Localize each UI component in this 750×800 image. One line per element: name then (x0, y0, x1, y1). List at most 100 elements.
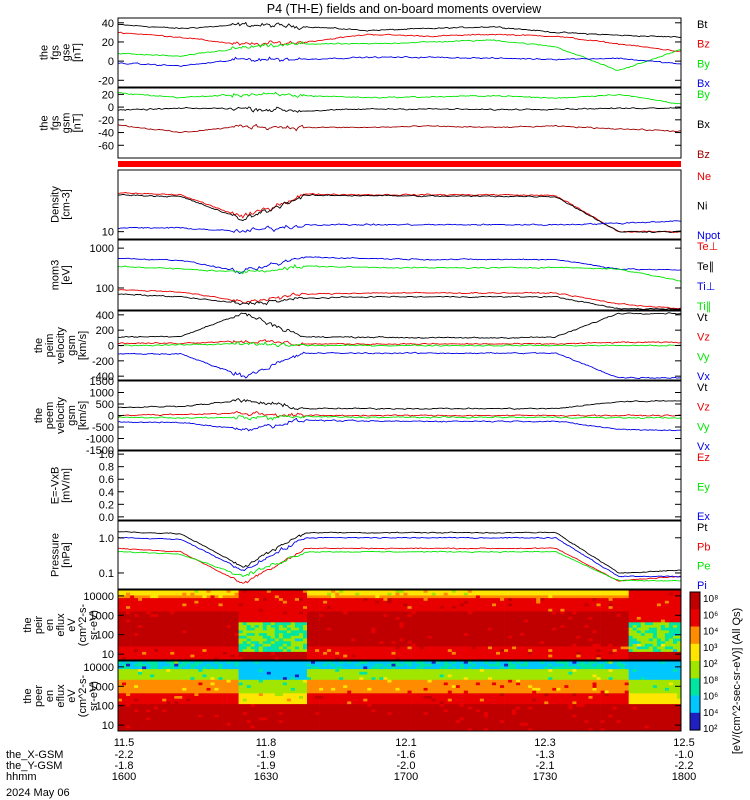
spectrogram-cell (238, 669, 243, 673)
spectrogram-cell (592, 625, 597, 629)
spectrogram-cell (254, 728, 260, 732)
spectrogram-cell (274, 687, 280, 691)
spectrogram-cell (246, 622, 252, 626)
spectrogram-cell (190, 654, 195, 658)
spectrogram-cell (572, 598, 577, 602)
spectrogram-cell (564, 657, 569, 661)
spectrogram-cell (375, 641, 380, 645)
spectrogram-cell (471, 625, 477, 629)
spectrogram-cell (572, 625, 577, 629)
spectrogram-cell (234, 638, 239, 642)
spectrogram-cell (206, 622, 211, 626)
spectrogram-cell (270, 654, 276, 658)
spectrogram-cell (315, 638, 320, 642)
spectrogram-cell (576, 603, 581, 607)
spectrogram-cell (290, 663, 296, 667)
spectrogram-cell (226, 679, 231, 683)
spectrogram-cell (226, 595, 231, 599)
spectrogram-cell (242, 651, 248, 655)
spectrogram-cell (355, 600, 360, 604)
spectrogram-cell (274, 714, 280, 718)
spectrogram-cell (254, 616, 260, 620)
spectrogram-cell (520, 616, 525, 620)
spectrogram-cell (391, 633, 396, 637)
spectrogram-cell (323, 646, 328, 650)
spectrogram-cell (294, 651, 300, 655)
spectrogram-cell (150, 685, 155, 689)
spectrogram-cell (238, 651, 243, 655)
spectrogram-cell (628, 614, 634, 618)
spectrogram-cell (403, 646, 408, 650)
spectrogram-cell (488, 614, 493, 618)
spectrogram-cell (299, 625, 304, 629)
spectrogram-cell (162, 625, 167, 629)
spectrogram-cell (178, 600, 183, 604)
spectrogram-cell (198, 714, 203, 718)
spectrogram-cell (327, 657, 332, 661)
spectrogram-cell (154, 685, 159, 689)
spectrogram-cell (660, 633, 666, 637)
spectrogram-cell (439, 625, 445, 629)
spectrogram-cell (455, 592, 461, 596)
spectrogram-cell (580, 646, 585, 650)
spectrogram-cell (323, 619, 328, 623)
ylabel-fgs-gsm: the fgs gsm [nT] (39, 113, 84, 134)
spectrogram-cell (230, 622, 235, 626)
spectrogram-cell (640, 641, 646, 645)
spectrogram-cell (234, 682, 239, 686)
spectrogram-cell (162, 611, 167, 615)
spectrogram-cell (656, 614, 662, 618)
spectrogram-cell (315, 598, 320, 602)
spectrogram-cell (182, 714, 187, 718)
spectrogram-cell (395, 649, 400, 653)
spectrogram-cell (435, 641, 441, 645)
spectrogram-cell (278, 682, 284, 686)
spectrogram-cell (126, 677, 131, 681)
spectrogram-cell (323, 641, 328, 645)
spectrogram-cell (242, 728, 248, 732)
spectrogram-cell (319, 603, 324, 607)
spectrogram-cell (423, 608, 428, 612)
spectrogram-cell (186, 725, 191, 729)
spectrogram-cell (447, 592, 453, 596)
spectrogram-cell (319, 614, 324, 618)
spectrogram-cell (584, 627, 589, 631)
spectrogram-cell (668, 641, 674, 645)
spectrogram-cell (307, 619, 312, 623)
spectrogram-cell (600, 627, 605, 631)
spectrogram-cell (130, 661, 135, 665)
spectrogram-cell (520, 619, 525, 623)
spectrogram-cell (182, 657, 187, 661)
spectrogram-cell (222, 722, 227, 726)
spectrogram-cell (576, 608, 581, 612)
spectrogram-cell (536, 657, 541, 661)
spectrogram-cell (479, 635, 485, 639)
y-tick-label: 0 (108, 102, 114, 114)
spectrogram-cell (335, 611, 340, 615)
spectrogram-cell (399, 606, 404, 610)
spectrogram-cell (170, 690, 175, 694)
spectrogram-cell (130, 641, 135, 645)
spectrogram-cell (222, 690, 227, 694)
spectrogram-cell (463, 608, 469, 612)
spectrogram-cell (166, 682, 171, 686)
spectrogram-cell (375, 657, 380, 661)
spectrogram-cell (572, 643, 577, 647)
spectrogram-cell (596, 598, 601, 602)
spectrogram-cell (230, 722, 235, 726)
spectrogram-cell (150, 603, 155, 607)
spectrogram-cell (568, 614, 573, 618)
spectrogram-cell (210, 693, 215, 697)
spectrogram-cell (266, 671, 272, 675)
spectrogram-cell (419, 603, 424, 607)
spectrogram-cell (311, 598, 316, 602)
spectrogram-cell (198, 709, 203, 713)
spectrogram-cell (178, 693, 183, 697)
spectrogram-cell (323, 643, 328, 647)
spectrogram-cell (455, 603, 461, 607)
spectrogram-cell (471, 616, 477, 620)
spectrogram-cell (572, 641, 577, 645)
spectrogram-cell (475, 619, 481, 623)
y-tick-label: 10000 (83, 591, 114, 603)
spectrogram-cell (560, 622, 565, 626)
